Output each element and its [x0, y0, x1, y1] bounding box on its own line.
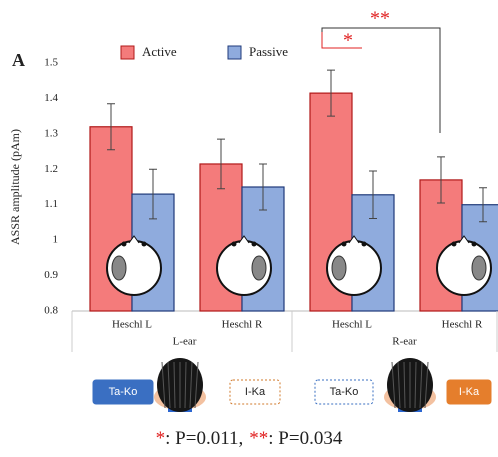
- group-label: R-ear: [392, 336, 417, 348]
- condition-label: I-Ka: [459, 386, 480, 398]
- condition-label: Ta-Ko: [109, 386, 138, 398]
- electrode: [362, 242, 367, 247]
- electrode: [122, 242, 127, 247]
- ear-region: [332, 256, 346, 280]
- condition-label: I-Ka: [245, 386, 266, 398]
- sig-label: **: [370, 8, 390, 30]
- electrode: [342, 242, 347, 247]
- electrode: [252, 242, 257, 247]
- panel-label: A: [12, 50, 25, 70]
- x-tick-label: Heschl L: [332, 319, 372, 331]
- footnote-text: : P=0.034: [268, 428, 343, 449]
- y-tick-label: 1.3: [44, 127, 58, 139]
- legend-swatch: [121, 46, 134, 59]
- ear-region: [112, 256, 126, 280]
- legend-label: Passive: [249, 44, 288, 59]
- y-tick-label: 1: [53, 234, 59, 246]
- ear-region: [472, 256, 486, 280]
- y-axis-label: ASSR amplitude (pAm): [8, 129, 22, 245]
- electrode: [472, 242, 477, 247]
- x-tick-label: Heschl L: [112, 319, 152, 331]
- y-tick-label: 1.1: [44, 198, 58, 210]
- sig-label: *: [343, 30, 353, 52]
- y-tick-label: 0.8: [44, 305, 58, 317]
- sig-bracket: [322, 32, 362, 48]
- footnote: *: P=0.011, **: P=0.034: [156, 428, 343, 449]
- y-tick-label: 1.4: [44, 92, 58, 104]
- y-tick-label: 0.9: [44, 269, 58, 281]
- electrode: [232, 242, 237, 247]
- chart: A ASSR amplitude (pAm) * ** 0.8 0.9 1 1.1 1.…: [0, 0, 498, 457]
- footnote-symbol: *: [156, 428, 166, 449]
- footnote-text: : P=0.011,: [165, 428, 243, 449]
- electrode: [452, 242, 457, 247]
- y-tick-label: 1.5: [44, 57, 58, 69]
- x-tick-label: Heschl R: [442, 319, 483, 331]
- legend-swatch: [228, 46, 241, 59]
- y-tick-label: 1.2: [44, 163, 58, 175]
- legend-label: Active: [142, 44, 177, 59]
- condition-label: Ta-Ko: [330, 386, 359, 398]
- electrode: [142, 242, 147, 247]
- group-label: L-ear: [173, 336, 197, 348]
- footnote-symbol: **: [249, 428, 268, 449]
- ear-region: [252, 256, 266, 280]
- x-tick-label: Heschl R: [222, 319, 263, 331]
